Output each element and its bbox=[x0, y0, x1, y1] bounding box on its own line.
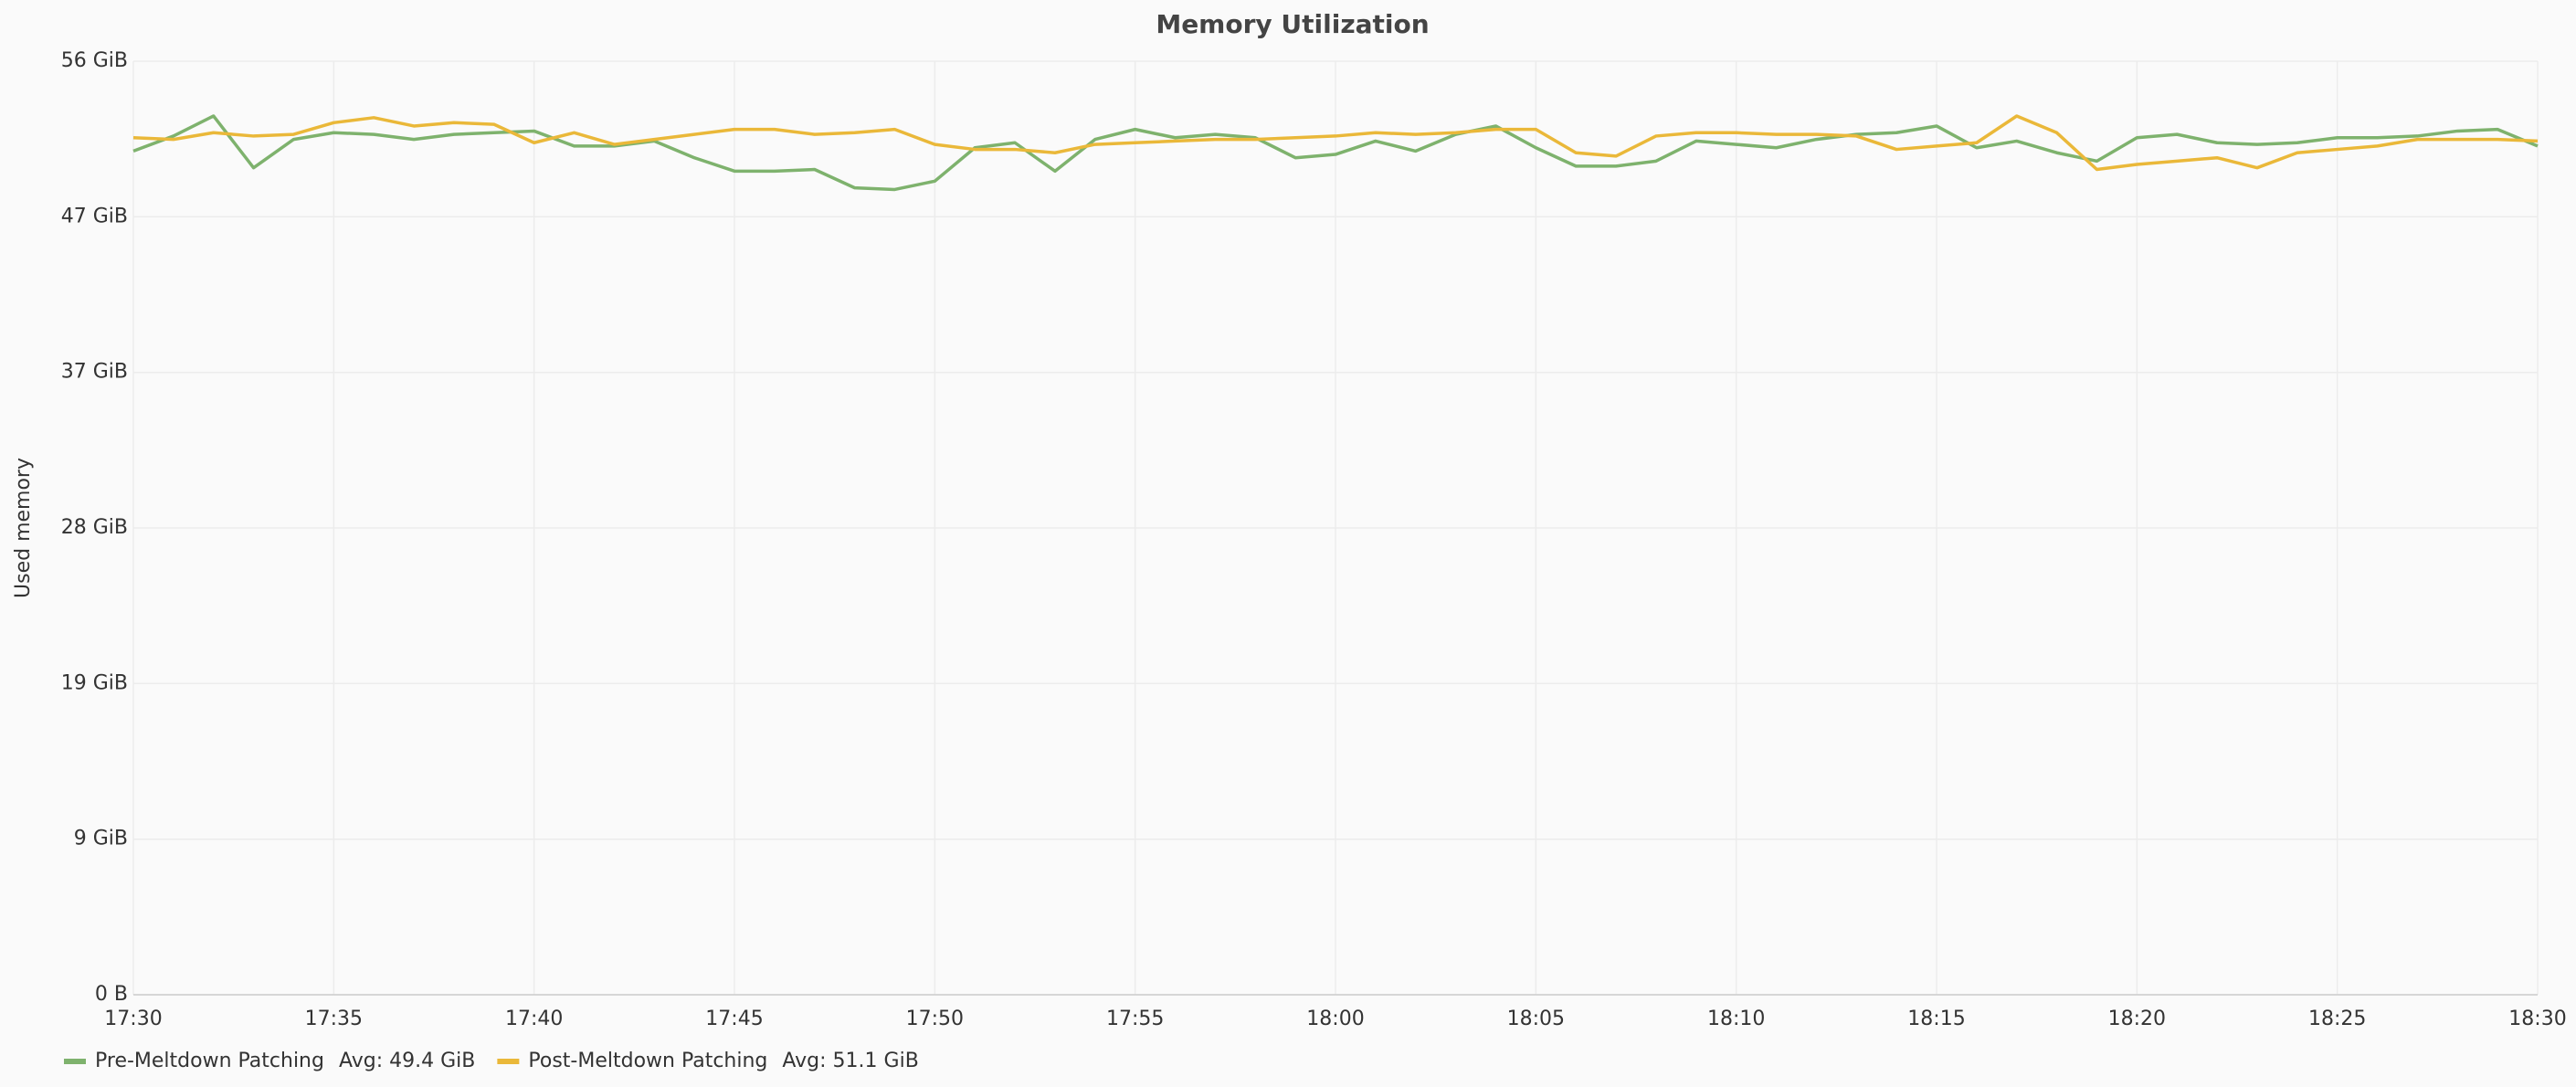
x-tick-label: 17:45 bbox=[705, 1008, 763, 1030]
x-tick-label: 18:30 bbox=[2508, 1008, 2566, 1030]
y-tick-label: 37 GiB bbox=[61, 361, 128, 384]
x-tick-label: 17:35 bbox=[305, 1008, 363, 1030]
y-axis-label: Used memory bbox=[12, 458, 35, 598]
x-tick-label: 17:30 bbox=[104, 1008, 162, 1030]
legend-label[interactable]: Pre-Meltdown Patching bbox=[95, 1050, 324, 1072]
y-tick-label: 0 B bbox=[95, 983, 128, 1006]
series-line bbox=[132, 114, 2539, 172]
x-tick-label: 18:00 bbox=[1306, 1008, 1364, 1030]
y-tick-label: 28 GiB bbox=[61, 516, 128, 539]
x-tick-label: 18:20 bbox=[2108, 1008, 2166, 1030]
legend-swatch[interactable] bbox=[64, 1059, 86, 1064]
x-tick-label: 18:15 bbox=[1907, 1008, 1965, 1030]
legend-avg[interactable]: Avg: 51.1 GiB bbox=[782, 1050, 918, 1072]
y-tick-label: 9 GiB bbox=[74, 828, 128, 850]
x-tick-label: 17:50 bbox=[906, 1008, 964, 1030]
legend-swatch[interactable] bbox=[497, 1059, 520, 1064]
x-tick-label: 17:40 bbox=[505, 1008, 563, 1030]
x-tick-label: 18:25 bbox=[2308, 1008, 2366, 1030]
x-tick-label: 18:05 bbox=[1507, 1008, 1565, 1030]
chart-title: Memory Utilization bbox=[1156, 9, 1429, 39]
y-tick-label: 19 GiB bbox=[61, 671, 128, 694]
y-tick-label: 56 GiB bbox=[61, 49, 128, 72]
series-line bbox=[132, 114, 2539, 192]
x-tick-label: 18:10 bbox=[1707, 1008, 1765, 1030]
legend-label[interactable]: Post-Meltdown Patching bbox=[528, 1050, 767, 1072]
x-tick-label: 17:55 bbox=[1106, 1008, 1164, 1030]
y-tick-label: 47 GiB bbox=[61, 205, 128, 227]
legend-avg[interactable]: Avg: 49.4 GiB bbox=[339, 1050, 475, 1072]
